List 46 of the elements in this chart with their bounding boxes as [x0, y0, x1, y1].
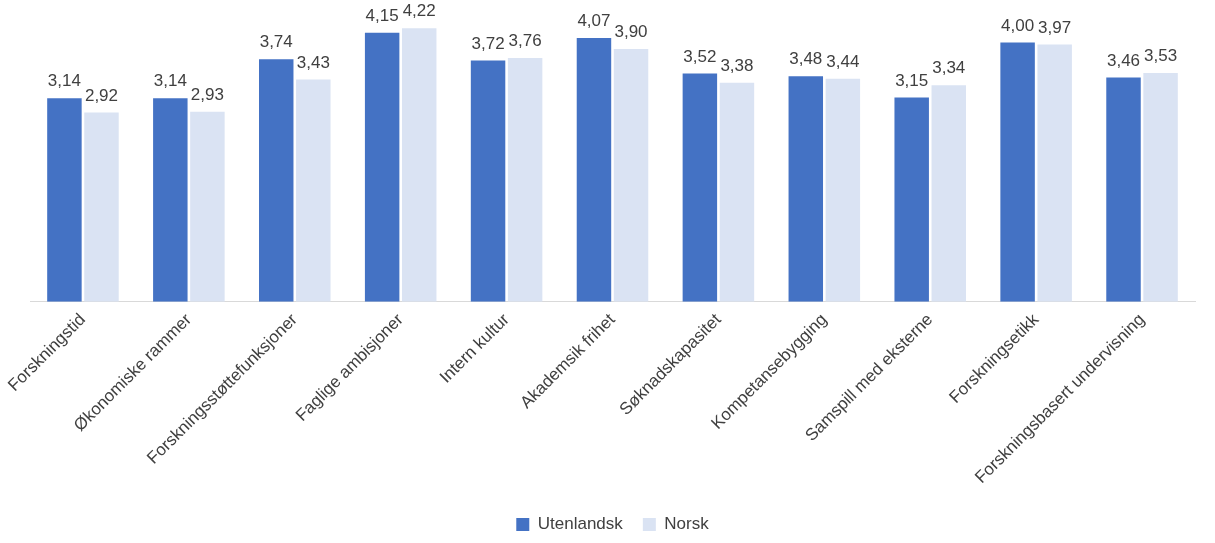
bar	[1143, 72, 1178, 302]
data-label: 3,76	[508, 31, 542, 51]
data-label: 3,90	[614, 22, 648, 42]
data-label: 3,34	[932, 58, 966, 78]
data-label: 3,48	[789, 49, 823, 69]
bar	[576, 37, 612, 302]
bar	[931, 85, 966, 302]
data-label: 3,38	[720, 55, 754, 75]
bar	[153, 98, 188, 302]
data-label: 4,15	[365, 5, 399, 25]
legend-label: Utenlandsk	[537, 514, 624, 534]
bar	[296, 79, 331, 302]
data-label: 3,53	[1144, 46, 1178, 66]
data-label: 2,93	[190, 85, 224, 105]
legend-label: Norsk	[664, 514, 710, 534]
data-label: 3,97	[1038, 17, 1072, 37]
bar	[470, 60, 506, 302]
data-label: 3,15	[895, 70, 929, 90]
bar	[1000, 42, 1035, 302]
bar	[401, 28, 437, 302]
bar	[719, 82, 755, 302]
data-label: 3,74	[259, 32, 293, 52]
data-label: 3,46	[1106, 50, 1141, 70]
bar	[682, 73, 718, 302]
bar	[47, 98, 82, 302]
data-label: 4,22	[402, 1, 436, 21]
data-label: 4,07	[577, 11, 611, 31]
data-label: 3,14	[47, 71, 81, 91]
data-label: 3,52	[683, 46, 717, 66]
bar	[1037, 44, 1072, 302]
bar	[894, 97, 929, 302]
data-label: 4,00	[1001, 15, 1035, 35]
data-label: 3,14	[153, 71, 187, 91]
bar	[259, 59, 294, 302]
data-label: 3,43	[296, 52, 330, 72]
bar	[788, 76, 824, 302]
data-label: 2,92	[84, 85, 119, 105]
bar	[507, 58, 543, 302]
bar	[84, 112, 119, 302]
data-label: 3,44	[826, 51, 860, 71]
bar	[825, 78, 861, 302]
data-label: 3,72	[471, 33, 505, 53]
bar	[1106, 77, 1141, 302]
bar	[613, 48, 649, 302]
bar	[190, 111, 225, 302]
bar	[364, 32, 400, 302]
